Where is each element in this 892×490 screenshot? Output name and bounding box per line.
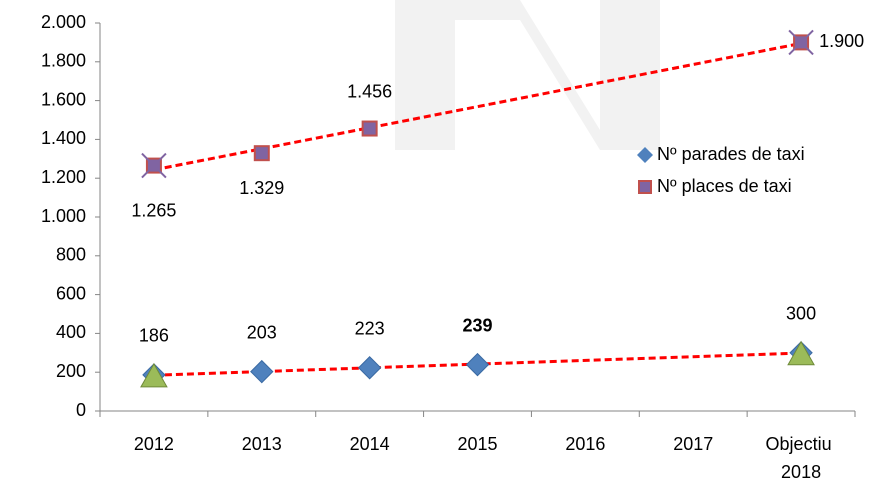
x-tick-label: Objectiu 2018: [766, 434, 837, 482]
y-tick-label: 1.200: [41, 167, 86, 187]
data-label: 223: [355, 318, 385, 338]
x-tick-label: 2012: [134, 434, 174, 454]
x-tick-label: 2013: [242, 434, 282, 454]
data-label: 186: [139, 326, 169, 346]
y-tick-label: 1.400: [41, 128, 86, 148]
x-tick-label: 2016: [565, 434, 605, 454]
point: [361, 120, 378, 137]
y-tick-label: 2.000: [41, 12, 86, 32]
data-label: 203: [247, 322, 277, 342]
y-tick-label: 1.800: [41, 51, 86, 71]
x-tick-label: 2014: [350, 434, 390, 454]
data-label: 1.456: [347, 81, 392, 101]
legend-item: Nº places de taxi: [638, 176, 792, 196]
point: [253, 145, 270, 162]
highlight-point: [141, 152, 167, 179]
point: [465, 352, 490, 377]
highlight-point: [140, 362, 168, 388]
y-tick-label: 200: [56, 361, 86, 381]
y-tick-label: 600: [56, 283, 86, 303]
data-label: 1.900: [819, 31, 864, 51]
legend-label: Nº parades de taxi: [657, 144, 805, 164]
data-label: 1.265: [131, 200, 176, 220]
legend-label: Nº places de taxi: [657, 176, 792, 196]
y-tick-label: 0: [76, 400, 86, 420]
watermark: [395, 0, 660, 150]
data-label: 239: [462, 315, 492, 335]
data-label: 1.329: [239, 178, 284, 198]
point: [357, 356, 382, 380]
x-tick-label: 2017: [673, 434, 713, 454]
legend-item: Nº parades de taxi: [637, 144, 805, 164]
highlight-point: [787, 340, 815, 366]
x-tick-label: 2015: [457, 434, 497, 454]
y-tick-label: 800: [56, 245, 86, 265]
y-tick-label: 1.000: [41, 206, 86, 226]
legend-marker: [637, 147, 653, 163]
y-tick-label: 1.600: [41, 89, 86, 109]
point: [250, 359, 274, 384]
legend-marker: [638, 180, 652, 194]
y-tick-label: 400: [56, 322, 86, 342]
data-label: 300: [786, 304, 816, 324]
highlight-point: [788, 29, 814, 56]
